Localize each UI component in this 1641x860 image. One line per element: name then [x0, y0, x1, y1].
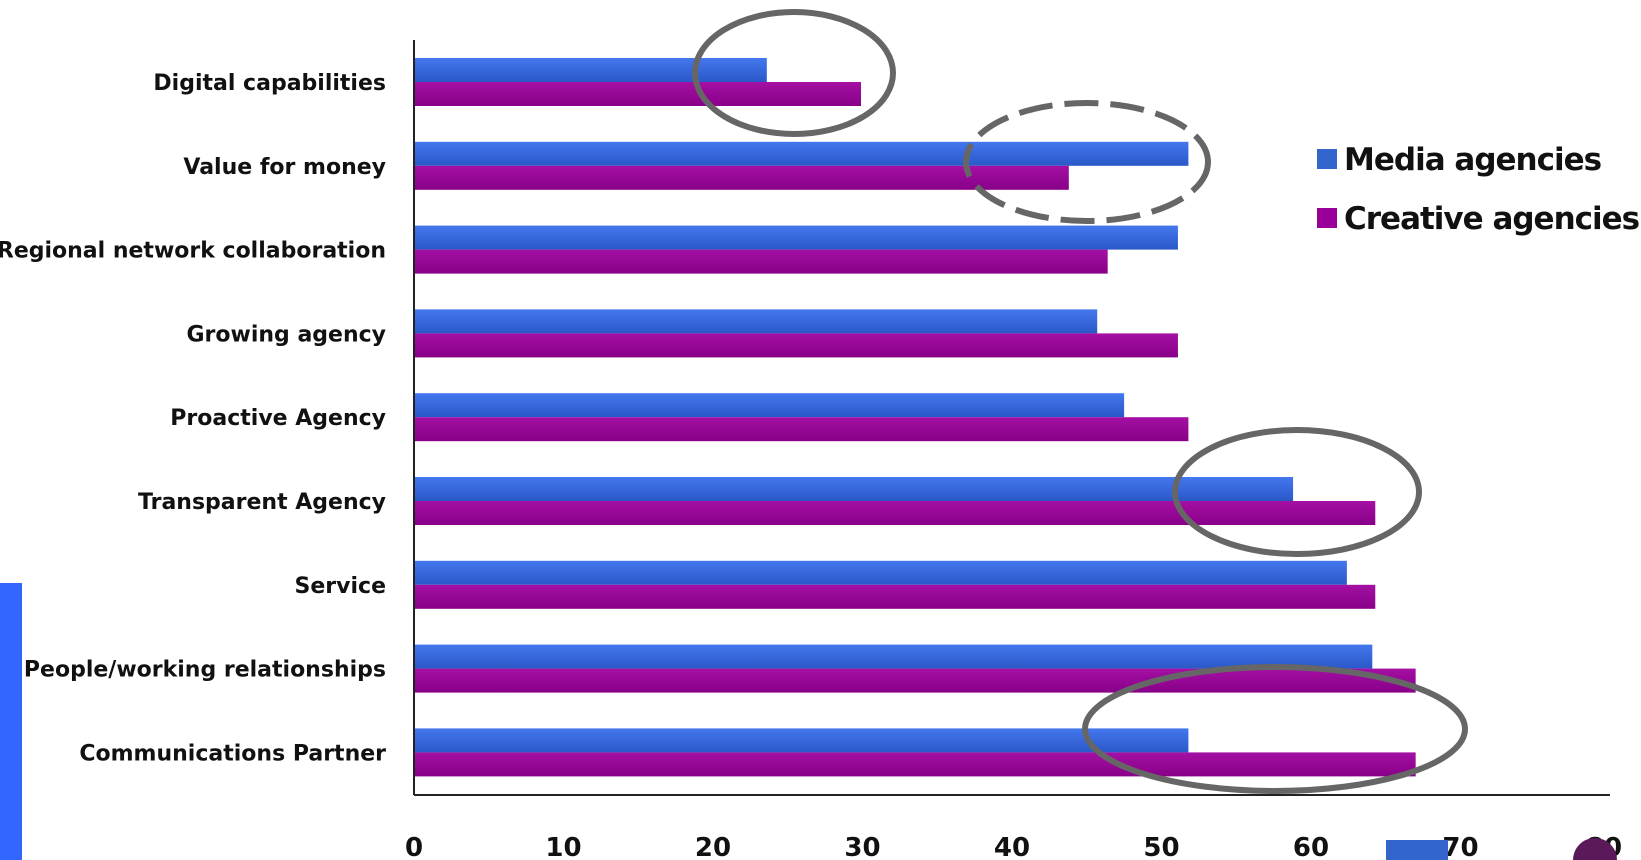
annotation-circle-digital [692, 9, 896, 137]
bar-media-agencies [414, 309, 1098, 334]
category-label: Growing agency [186, 322, 386, 347]
x-tick-label: 10 [545, 833, 581, 860]
logo-block [1386, 840, 1448, 860]
legend-label-creative: Creative agencies [1344, 201, 1639, 237]
annotation-dashed-circle-value [963, 100, 1211, 224]
x-tick-label: 50 [1143, 833, 1179, 860]
x-axis-ticks: 01020304050607080 [405, 833, 1622, 860]
bar-media-agencies [414, 560, 1347, 585]
bar-creative-agencies [414, 668, 1416, 693]
category-label: Service [295, 574, 386, 599]
bar-media-agencies [414, 644, 1373, 669]
bar-creative-agencies [414, 417, 1189, 442]
partial-logo [1386, 838, 1617, 860]
logo-dot [1573, 838, 1617, 860]
x-tick-label: 20 [695, 833, 731, 860]
category-label: Proactive Agency [170, 406, 386, 431]
bar-media-agencies [414, 225, 1178, 250]
category-label: Communications Partner [79, 741, 386, 766]
bars-group [414, 58, 1416, 777]
bar-media-agencies [414, 477, 1294, 501]
category-label: Transparent Agency [138, 490, 386, 515]
legend: Media agencies Creative agencies [1317, 142, 1640, 237]
category-labels: Digital capabilities Value for money Regio… [0, 71, 386, 766]
bar-creative-agencies [414, 752, 1416, 777]
category-label: People/working relationships [24, 658, 386, 683]
legend-swatch-media [1317, 149, 1337, 169]
x-tick-label: 40 [994, 833, 1030, 860]
category-label: Value for money [183, 155, 386, 180]
bar-media-agencies [414, 58, 767, 82]
x-tick-label: 0 [405, 833, 423, 860]
x-tick-label: 30 [844, 833, 880, 860]
bar-media-agencies [414, 728, 1189, 753]
annotation-circle-communications [1082, 664, 1468, 794]
category-label: Regional network collaboration [0, 239, 386, 264]
x-tick-label: 60 [1293, 833, 1329, 860]
bar-creative-agencies [414, 165, 1069, 190]
bar-media-agencies [414, 141, 1189, 166]
bar-creative-agencies [414, 584, 1376, 609]
slide-accent-strip [0, 583, 22, 860]
bar-creative-agencies [414, 249, 1108, 274]
bar-creative-agencies [414, 501, 1376, 525]
bar-creative-agencies [414, 82, 862, 106]
category-label: Digital capabilities [153, 71, 386, 96]
bar-creative-agencies [414, 333, 1178, 358]
legend-label-media: Media agencies [1344, 142, 1601, 178]
x-tick-label: 70 [1442, 833, 1478, 860]
legend-swatch-creative [1317, 208, 1337, 228]
annotation-circle-transparent [1172, 427, 1422, 557]
bar-media-agencies [414, 393, 1125, 418]
